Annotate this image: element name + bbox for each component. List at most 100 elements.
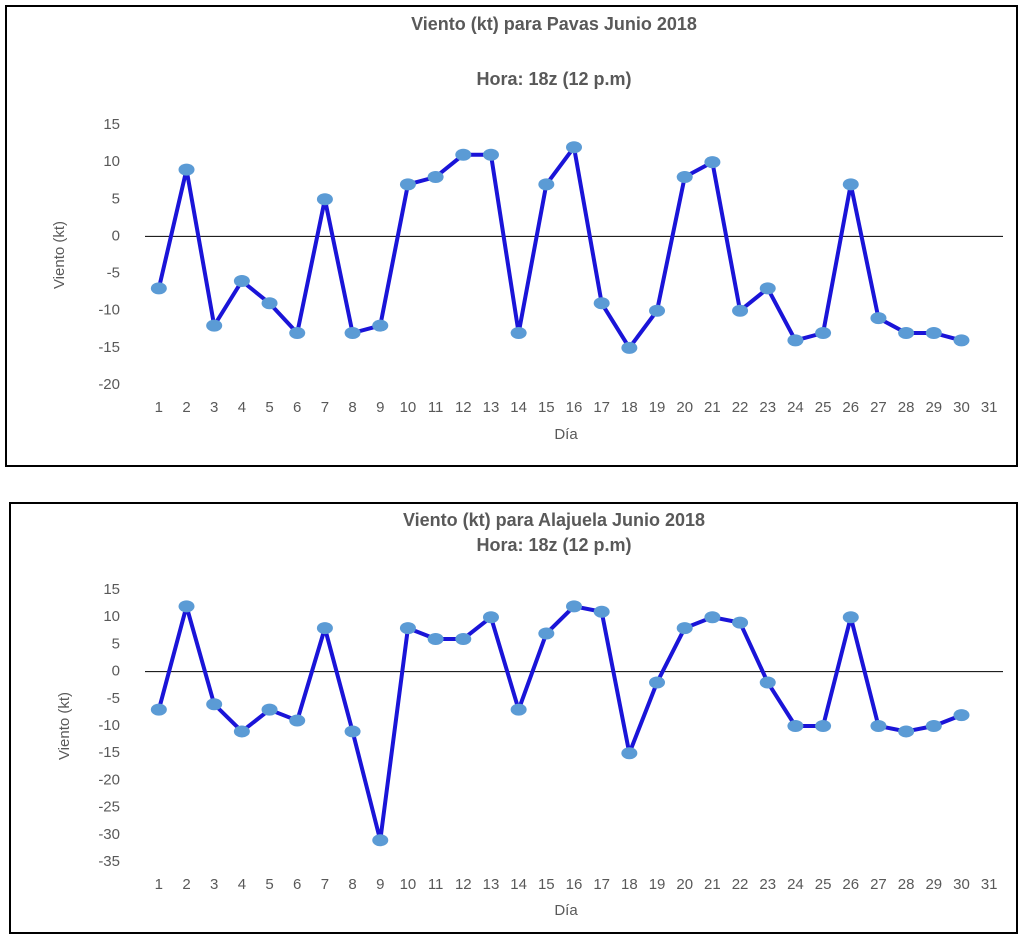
x-tick-label: 22 bbox=[732, 876, 749, 893]
chart-border bbox=[5, 5, 1018, 467]
data-point bbox=[953, 709, 970, 722]
x-tick-label: 31 bbox=[981, 399, 998, 416]
data-point bbox=[898, 327, 915, 339]
y-tick-label: 10 bbox=[103, 153, 120, 170]
x-tick-label: 11 bbox=[428, 399, 444, 416]
x-tick-label: 27 bbox=[870, 876, 887, 893]
data-point bbox=[759, 676, 776, 689]
data-point bbox=[870, 312, 887, 325]
data-point bbox=[815, 327, 832, 339]
y-tick-label: 5 bbox=[112, 635, 120, 652]
x-tick-label: 5 bbox=[265, 399, 273, 416]
x-tick-label: 6 bbox=[293, 876, 301, 893]
data-point bbox=[621, 747, 638, 760]
data-point bbox=[261, 297, 278, 310]
data-point bbox=[649, 676, 666, 689]
y-tick-label: -15 bbox=[98, 339, 120, 356]
data-point bbox=[289, 714, 306, 727]
data-point bbox=[759, 282, 776, 295]
data-line bbox=[156, 145, 963, 350]
x-tick-label: 23 bbox=[759, 876, 776, 893]
data-point bbox=[427, 632, 444, 645]
x-tick-label: 31 bbox=[981, 876, 998, 893]
data-point bbox=[593, 605, 610, 618]
chart-border bbox=[9, 502, 1018, 934]
x-tick-label: 12 bbox=[455, 399, 472, 416]
chart-title: Viento (kt) para Alajuela Junio 2018 bbox=[403, 510, 705, 530]
x-tick-label: 10 bbox=[400, 876, 417, 893]
y-tick-label: -30 bbox=[98, 826, 120, 843]
x-tick-label: 15 bbox=[538, 876, 555, 893]
x-tick-label: 20 bbox=[676, 399, 693, 416]
x-tick-label: 4 bbox=[238, 876, 246, 893]
y-tick-label: 15 bbox=[103, 116, 120, 133]
y-tick-label: -5 bbox=[107, 265, 120, 282]
x-tick-label: 17 bbox=[593, 399, 610, 416]
data-point bbox=[953, 334, 970, 347]
data-point bbox=[732, 304, 749, 317]
data-point bbox=[178, 600, 195, 613]
data-point bbox=[178, 163, 195, 176]
x-tick-label: 11 bbox=[428, 876, 444, 893]
y-tick-label: -10 bbox=[98, 717, 120, 734]
y-tick-label: -5 bbox=[107, 690, 120, 707]
chart-subtitle: Hora: 18z (12 p.m) bbox=[476, 69, 631, 89]
x-tick-label: 25 bbox=[815, 876, 832, 893]
data-point bbox=[206, 698, 223, 711]
data-point bbox=[206, 319, 223, 332]
chart-subtitle: Hora: 18z (12 p.m) bbox=[476, 535, 631, 555]
data-point bbox=[510, 327, 527, 339]
data-point bbox=[870, 720, 887, 732]
data-point bbox=[538, 178, 555, 191]
x-tick-label: 10 bbox=[400, 399, 417, 416]
x-tick-label: 29 bbox=[925, 399, 942, 416]
x-tick-label: 18 bbox=[621, 399, 638, 416]
x-axis-title: Día bbox=[554, 426, 578, 443]
y-tick-label: -25 bbox=[98, 799, 120, 816]
chart: Viento (kt) para Pavas Junio 2018 Hora: 1… bbox=[5, 5, 1018, 467]
data-point bbox=[925, 720, 942, 732]
y-tick-label: -20 bbox=[98, 376, 120, 393]
x-tick-label: 19 bbox=[649, 399, 666, 416]
data-point bbox=[593, 297, 610, 310]
data-point bbox=[399, 622, 416, 635]
x-tick-label: 16 bbox=[566, 876, 583, 893]
data-point bbox=[732, 616, 749, 629]
data-point bbox=[455, 632, 472, 645]
y-tick-label: 15 bbox=[103, 581, 120, 598]
data-point bbox=[787, 720, 804, 732]
x-tick-label: 6 bbox=[293, 399, 301, 416]
data-point bbox=[538, 627, 555, 640]
x-tick-label: 7 bbox=[321, 876, 329, 893]
y-tick-label: 0 bbox=[112, 663, 120, 680]
x-tick-label: 18 bbox=[621, 876, 638, 893]
x-tick-label: 9 bbox=[376, 876, 384, 893]
data-line bbox=[156, 604, 963, 843]
data-point bbox=[704, 156, 721, 169]
x-tick-label: 30 bbox=[953, 399, 970, 416]
data-point bbox=[842, 178, 859, 191]
chart-title: Viento (kt) para Pavas Junio 2018 bbox=[411, 14, 697, 34]
x-tick-label: 29 bbox=[925, 876, 942, 893]
x-tick-label: 26 bbox=[842, 876, 859, 893]
y-tick-label: -10 bbox=[98, 302, 120, 319]
data-point bbox=[344, 725, 361, 738]
x-tick-label: 26 bbox=[842, 399, 859, 416]
x-tick-label: 15 bbox=[538, 399, 555, 416]
data-point bbox=[316, 622, 333, 635]
data-point bbox=[704, 611, 721, 624]
x-tick-label: 2 bbox=[182, 399, 190, 416]
x-tick-label: 9 bbox=[376, 399, 384, 416]
data-point bbox=[344, 327, 361, 339]
y-tick-label: 10 bbox=[103, 608, 120, 625]
x-tick-label: 3 bbox=[210, 876, 218, 893]
data-point bbox=[676, 171, 693, 183]
y-tick-label: -15 bbox=[98, 744, 120, 761]
data-point bbox=[898, 725, 915, 738]
x-tick-label: 30 bbox=[953, 876, 970, 893]
data-point bbox=[233, 275, 250, 287]
data-point bbox=[566, 600, 582, 613]
x-tick-label: 5 bbox=[265, 876, 273, 893]
